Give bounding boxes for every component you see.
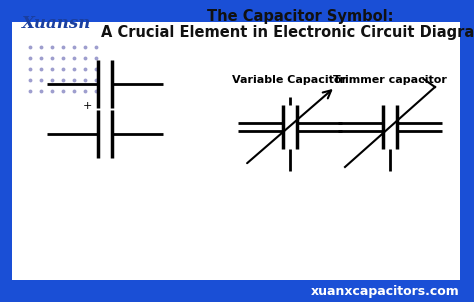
Text: +: + [82, 101, 91, 111]
Text: Xuansn: Xuansn [22, 15, 91, 33]
Text: Variable Capacitor: Variable Capacitor [233, 75, 347, 85]
Text: A Crucial Element in Electronic Circuit Diagrams: A Crucial Element in Electronic Circuit … [101, 24, 474, 40]
Text: xuanxcapacitors.com: xuanxcapacitors.com [311, 284, 460, 297]
Text: The Capacitor Symbol:: The Capacitor Symbol: [207, 9, 393, 24]
FancyBboxPatch shape [12, 22, 460, 280]
FancyBboxPatch shape [12, 280, 460, 302]
Text: Trimmer capacitor: Trimmer capacitor [333, 75, 447, 85]
